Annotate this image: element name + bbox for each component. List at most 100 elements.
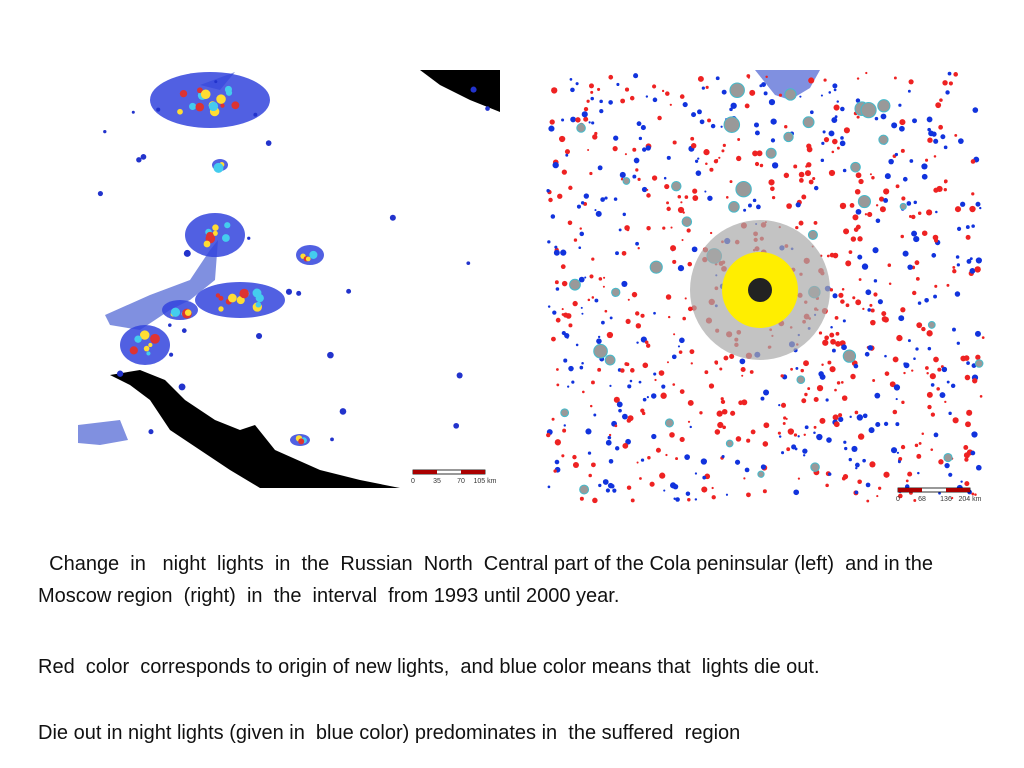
light-spot: [590, 90, 594, 94]
light-spot: [869, 303, 873, 307]
city: [860, 102, 877, 119]
light-spot: [675, 497, 680, 502]
light-spot: [561, 454, 565, 458]
city: [974, 359, 984, 368]
light-spot: [822, 339, 829, 346]
light-spot: [806, 162, 812, 168]
city: [857, 194, 872, 209]
light-spot: [573, 238, 578, 242]
light-spot: [568, 185, 573, 191]
light-spot: [813, 221, 818, 225]
caption-paragraph: Change in night lights in the Russian No…: [38, 553, 939, 607]
light-spot: [150, 333, 160, 344]
light-spot: [717, 421, 724, 429]
light-spot: [339, 408, 347, 415]
light-spot: [626, 485, 632, 490]
light-spot: [844, 446, 848, 451]
light-spot: [239, 288, 249, 299]
light-spot: [979, 395, 983, 398]
light-spot: [139, 330, 150, 340]
light-spot: [778, 93, 783, 97]
light-spot: [651, 433, 657, 440]
light-spot: [808, 179, 814, 185]
light-spot: [907, 89, 911, 93]
light-spot: [590, 96, 594, 101]
light-spot: [195, 102, 205, 112]
light-spot: [638, 136, 643, 141]
light-spot: [898, 315, 905, 322]
light-spot: [925, 366, 929, 370]
light-spot: [801, 398, 807, 404]
light-spot: [637, 247, 640, 250]
light-spot: [763, 91, 768, 96]
light-spot: [646, 188, 649, 191]
light-spot: [783, 416, 787, 420]
light-spot: [580, 306, 583, 309]
light-spot: [624, 153, 627, 156]
light-spot: [657, 115, 662, 121]
light-spot: [798, 220, 804, 226]
light-spot: [619, 171, 626, 178]
light-spot: [729, 180, 733, 184]
light-spot: [580, 201, 585, 205]
light-spot: [883, 421, 889, 427]
light-spot: [265, 140, 272, 146]
light-spot: [588, 83, 594, 89]
light-spot: [898, 493, 903, 499]
light-spot: [255, 332, 263, 340]
light-spot: [675, 457, 679, 461]
light-spot: [783, 172, 790, 179]
light-spot: [878, 486, 882, 490]
light-spot: [561, 308, 564, 311]
scale-bar-segment: [898, 488, 922, 492]
light-spot: [679, 389, 685, 394]
light-spot: [914, 260, 920, 266]
light-spot: [891, 122, 898, 129]
light-spot: [690, 142, 697, 149]
conclusion-paragraph: Die out in night lights (given in blue c…: [38, 722, 741, 744]
light-spot: [879, 206, 886, 213]
light-spot: [682, 211, 685, 214]
light-spot: [722, 425, 726, 430]
light-spot: [721, 89, 727, 95]
light-spot: [681, 239, 684, 242]
light-spot: [620, 368, 625, 373]
light-spot: [858, 278, 862, 281]
light-spot: [971, 431, 978, 438]
light-spot: [711, 495, 716, 500]
light-spot: [699, 119, 705, 125]
light-spot: [667, 315, 671, 319]
light-spot: [663, 489, 666, 492]
light-spot: [828, 169, 836, 177]
light-spot: [563, 358, 568, 363]
light-spot: [862, 458, 866, 463]
light-spot: [208, 101, 219, 112]
light-spot: [964, 374, 971, 381]
light-spot: [892, 356, 899, 363]
light-spot: [804, 170, 812, 177]
light-spot: [694, 498, 698, 501]
light-spot: [613, 197, 618, 201]
light-spot: [899, 125, 905, 132]
light-spot: [917, 211, 922, 215]
light-spot: [832, 83, 838, 89]
light-spot: [689, 349, 695, 355]
light-spot: [872, 379, 876, 382]
light-spot: [737, 138, 741, 141]
light-spot: [900, 148, 905, 153]
light-spot: [842, 319, 846, 323]
light-spot: [606, 331, 614, 339]
light-spot: [252, 288, 262, 298]
light-spot: [553, 469, 557, 473]
light-spot: [640, 458, 645, 462]
light-spot: [618, 228, 622, 232]
light-spot: [547, 485, 551, 489]
light-spot: [672, 140, 677, 145]
light-spot: [825, 483, 829, 488]
light-spot: [830, 338, 836, 345]
light-spot: [148, 429, 154, 435]
light-spot: [646, 396, 649, 399]
light-spot: [566, 336, 569, 339]
light-spot: [627, 415, 634, 422]
light-spot: [554, 439, 562, 446]
